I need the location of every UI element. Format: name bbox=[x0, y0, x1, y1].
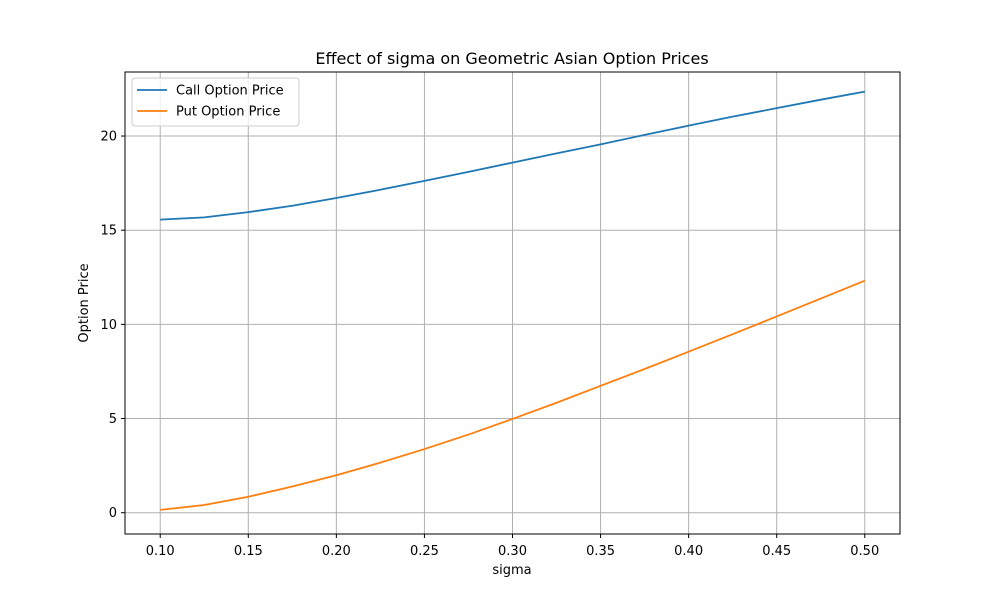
legend-label: Call Option Price bbox=[176, 84, 284, 99]
series-lines bbox=[160, 90, 866, 511]
legend: Call Option Price Put Option Price bbox=[131, 77, 300, 127]
y-axis-ticks: 0 5 10 15 20 bbox=[100, 130, 125, 521]
x-tick-label: 0.30 bbox=[498, 544, 527, 559]
chart-title: Effect of sigma on Geometric Asian Optio… bbox=[315, 49, 708, 68]
series-line-1 bbox=[160, 90, 865, 221]
x-tick-label: 0.25 bbox=[410, 544, 439, 559]
x-tick-label: 0.15 bbox=[234, 544, 263, 559]
y-tick-label: 20 bbox=[100, 130, 117, 145]
legend-box bbox=[131, 77, 300, 127]
grid bbox=[125, 72, 900, 534]
y-tick-label: 0 bbox=[109, 506, 117, 521]
x-tick-label: 0.40 bbox=[674, 544, 703, 559]
x-tick-label: 0.50 bbox=[850, 544, 879, 559]
y-tick-label: 5 bbox=[109, 412, 117, 427]
x-tick-label: 0.10 bbox=[146, 544, 175, 559]
x-axis-ticks: 0.10 0.15 0.20 0.25 0.30 0.35 0.40 0.45 0.50 bbox=[146, 534, 879, 559]
x-tick-label: 0.45 bbox=[762, 544, 791, 559]
x-tick-label: 0.35 bbox=[586, 544, 615, 559]
legend-label: Put Option Price bbox=[176, 105, 280, 120]
x-axis-label: sigma bbox=[492, 563, 531, 578]
y-axis-label: Option Price bbox=[77, 263, 92, 342]
series-line-2 bbox=[160, 279, 866, 511]
y-tick-label: 15 bbox=[100, 224, 117, 239]
x-tick-label: 0.20 bbox=[322, 544, 351, 559]
y-tick-label: 10 bbox=[100, 318, 117, 333]
